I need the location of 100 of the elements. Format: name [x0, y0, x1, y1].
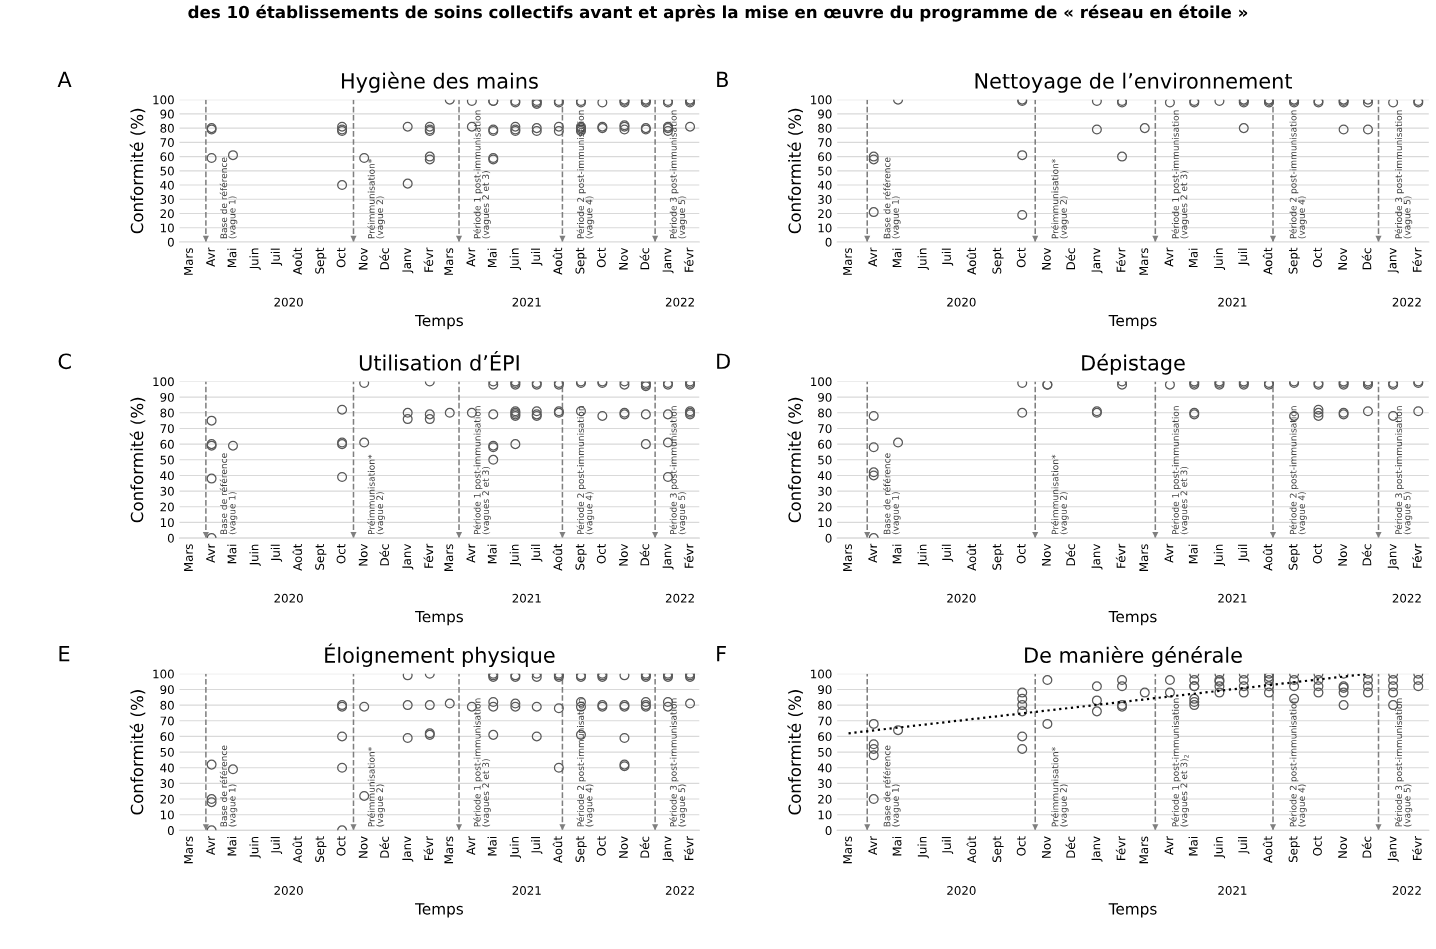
ref-line-label: Préimmunisation* (vague 2): [367, 454, 385, 535]
ref-line-label: Base de référence (vague 1): [883, 453, 901, 535]
y-tick-label: 70: [160, 424, 174, 434]
x-tick-label: Avr: [868, 247, 877, 267]
y-axis-title: Conformité (%): [129, 690, 146, 815]
ref-line-label: Préimmunisation* (vague 2): [1051, 454, 1069, 535]
x-tick-label: Févr: [683, 835, 694, 861]
x-tick-label: Juil: [270, 544, 283, 562]
x-tick-label: Déc: [1361, 544, 1372, 566]
x-tick-label: Juil: [270, 837, 283, 855]
x-tick-label: Nov: [619, 247, 628, 270]
y-tick-label: 60: [160, 152, 174, 162]
x-tick-label: Nov: [1042, 836, 1051, 858]
x-tick-label: Oct: [596, 247, 606, 268]
x2-tick-label: 2022: [1392, 297, 1421, 307]
x-tick-label: Juin: [1213, 544, 1226, 566]
x-tick-label: Sept: [315, 543, 327, 570]
ref-line-label: Période 3 post-immunisation (vague 5): [669, 698, 687, 827]
y-tick-label: 60: [160, 732, 174, 742]
x-tick-label: Nov: [619, 543, 628, 566]
y-tick-label: 10: [160, 518, 174, 528]
y-tick-label: 0: [167, 237, 174, 247]
y-tick-label: 60: [818, 152, 832, 162]
y-tick-label: 20: [160, 209, 174, 219]
x-tick-label: Déc: [1065, 248, 1076, 270]
y-tick-label: 60: [160, 439, 174, 449]
y-tick-label: 30: [818, 195, 832, 204]
x-tick-label: Janv: [1091, 543, 1103, 570]
x-tick-label: Avr: [1164, 543, 1174, 563]
y-tick-label: 90: [160, 109, 174, 119]
ref-line-label: Base de référence (vague 1): [883, 745, 901, 827]
x-tick-label: Avr: [206, 543, 215, 563]
x-tick-label: Avr: [466, 835, 476, 856]
ref-line-label: Période 1 post-immunisation (vagues 2 et 3): [1171, 110, 1190, 239]
x-tick-label: Sept: [992, 247, 1004, 274]
y-tick-label: 40: [817, 763, 832, 773]
x-tick-label: Août: [1262, 543, 1273, 571]
x2-tick-label: 2020: [947, 297, 976, 307]
x-tick-label: Juin: [917, 248, 929, 270]
x-tick-label: Avr: [1164, 835, 1174, 856]
x-tick-label: Sept: [992, 543, 1004, 570]
y-tick-label: 60: [818, 732, 832, 742]
x2-tick-label: 2022: [665, 297, 694, 307]
y-tick-label: 0: [825, 237, 832, 247]
ref-line-label: Période 3 post-immunisation (vague 5): [1394, 406, 1413, 535]
x-tick-label: Oct: [1016, 836, 1026, 856]
x-tick-label: Déc: [1361, 248, 1372, 270]
x-tick-label: Août: [966, 836, 977, 864]
x-tick-label: Févr: [423, 247, 434, 272]
text: A: [57, 71, 72, 88]
x-tick-label: Janv: [662, 836, 674, 862]
y-tick-label: 40: [160, 763, 174, 773]
x-axis-title: Temps: [1108, 903, 1157, 918]
y-tick-label: 20: [818, 794, 832, 804]
y-tick-label: 70: [160, 138, 174, 147]
y-tick-label: 20: [160, 794, 174, 804]
y-tick-label: 80: [160, 123, 174, 133]
y-axis-title: Conformité (%): [787, 690, 803, 815]
x-tick-label: Juin: [917, 836, 929, 859]
x-tick-label: Sept: [1288, 836, 1300, 863]
y-tick-label: 50: [160, 747, 174, 757]
x-tick-label: Août: [966, 543, 977, 571]
x2-tick-label: 2021: [1218, 886, 1247, 895]
y-tick-label: 80: [160, 408, 174, 418]
x-tick-label: Août: [292, 836, 303, 864]
y-tick-label: 80: [160, 700, 174, 710]
y-tick-label: 0: [167, 533, 174, 543]
x-tick-label: Oct: [336, 247, 346, 268]
x-tick-label: Sept: [575, 543, 587, 570]
x-tick-label: Août: [1262, 836, 1273, 864]
x-tick-label: Mars: [1139, 544, 1149, 571]
x-tick-label: Déc: [1361, 836, 1372, 858]
x-axis-title: Temps: [415, 903, 464, 918]
ref-line-label: Période 3 post-immunisation (vague 5): [1394, 110, 1413, 239]
x-tick-label: Févr: [683, 247, 694, 272]
chart-title: Nettoyage de l’environnement: [975, 72, 1293, 93]
x-tick-label: Août: [292, 543, 303, 571]
x-tick-label: Nov: [619, 836, 628, 858]
y-tick-label: 20: [160, 502, 174, 512]
x2-tick-label: 2021: [512, 593, 541, 603]
y-tick-label: 10: [160, 223, 174, 233]
y-axis-title: Conformité (%): [129, 397, 146, 523]
x2-tick-label: 2022: [665, 886, 694, 895]
x-tick-label: Nov: [1338, 543, 1348, 566]
x-tick-label: Avr: [1164, 247, 1174, 267]
x-tick-label: Déc: [639, 248, 650, 270]
y-tick-label: 70: [818, 716, 832, 726]
x-tick-label: Mars: [444, 836, 454, 864]
x-tick-label: Déc: [379, 248, 389, 270]
x-tick-label: Févr: [1412, 835, 1422, 861]
ref-line-label: Période 3 post-immunisation (vague 5): [669, 406, 687, 535]
x-tick-label: Avr: [206, 835, 215, 856]
x-tick-label: Déc: [639, 544, 650, 566]
x-tick-label: Févr: [1412, 247, 1422, 272]
x-axis-title: Temps: [415, 314, 464, 330]
y-tick-label: 40: [817, 471, 832, 481]
y-tick-label: 100: [811, 95, 832, 105]
x-tick-label: Mai: [1188, 837, 1198, 856]
x-tick-label: Janv: [1387, 543, 1399, 570]
x-tick-label: Déc: [1065, 836, 1076, 858]
